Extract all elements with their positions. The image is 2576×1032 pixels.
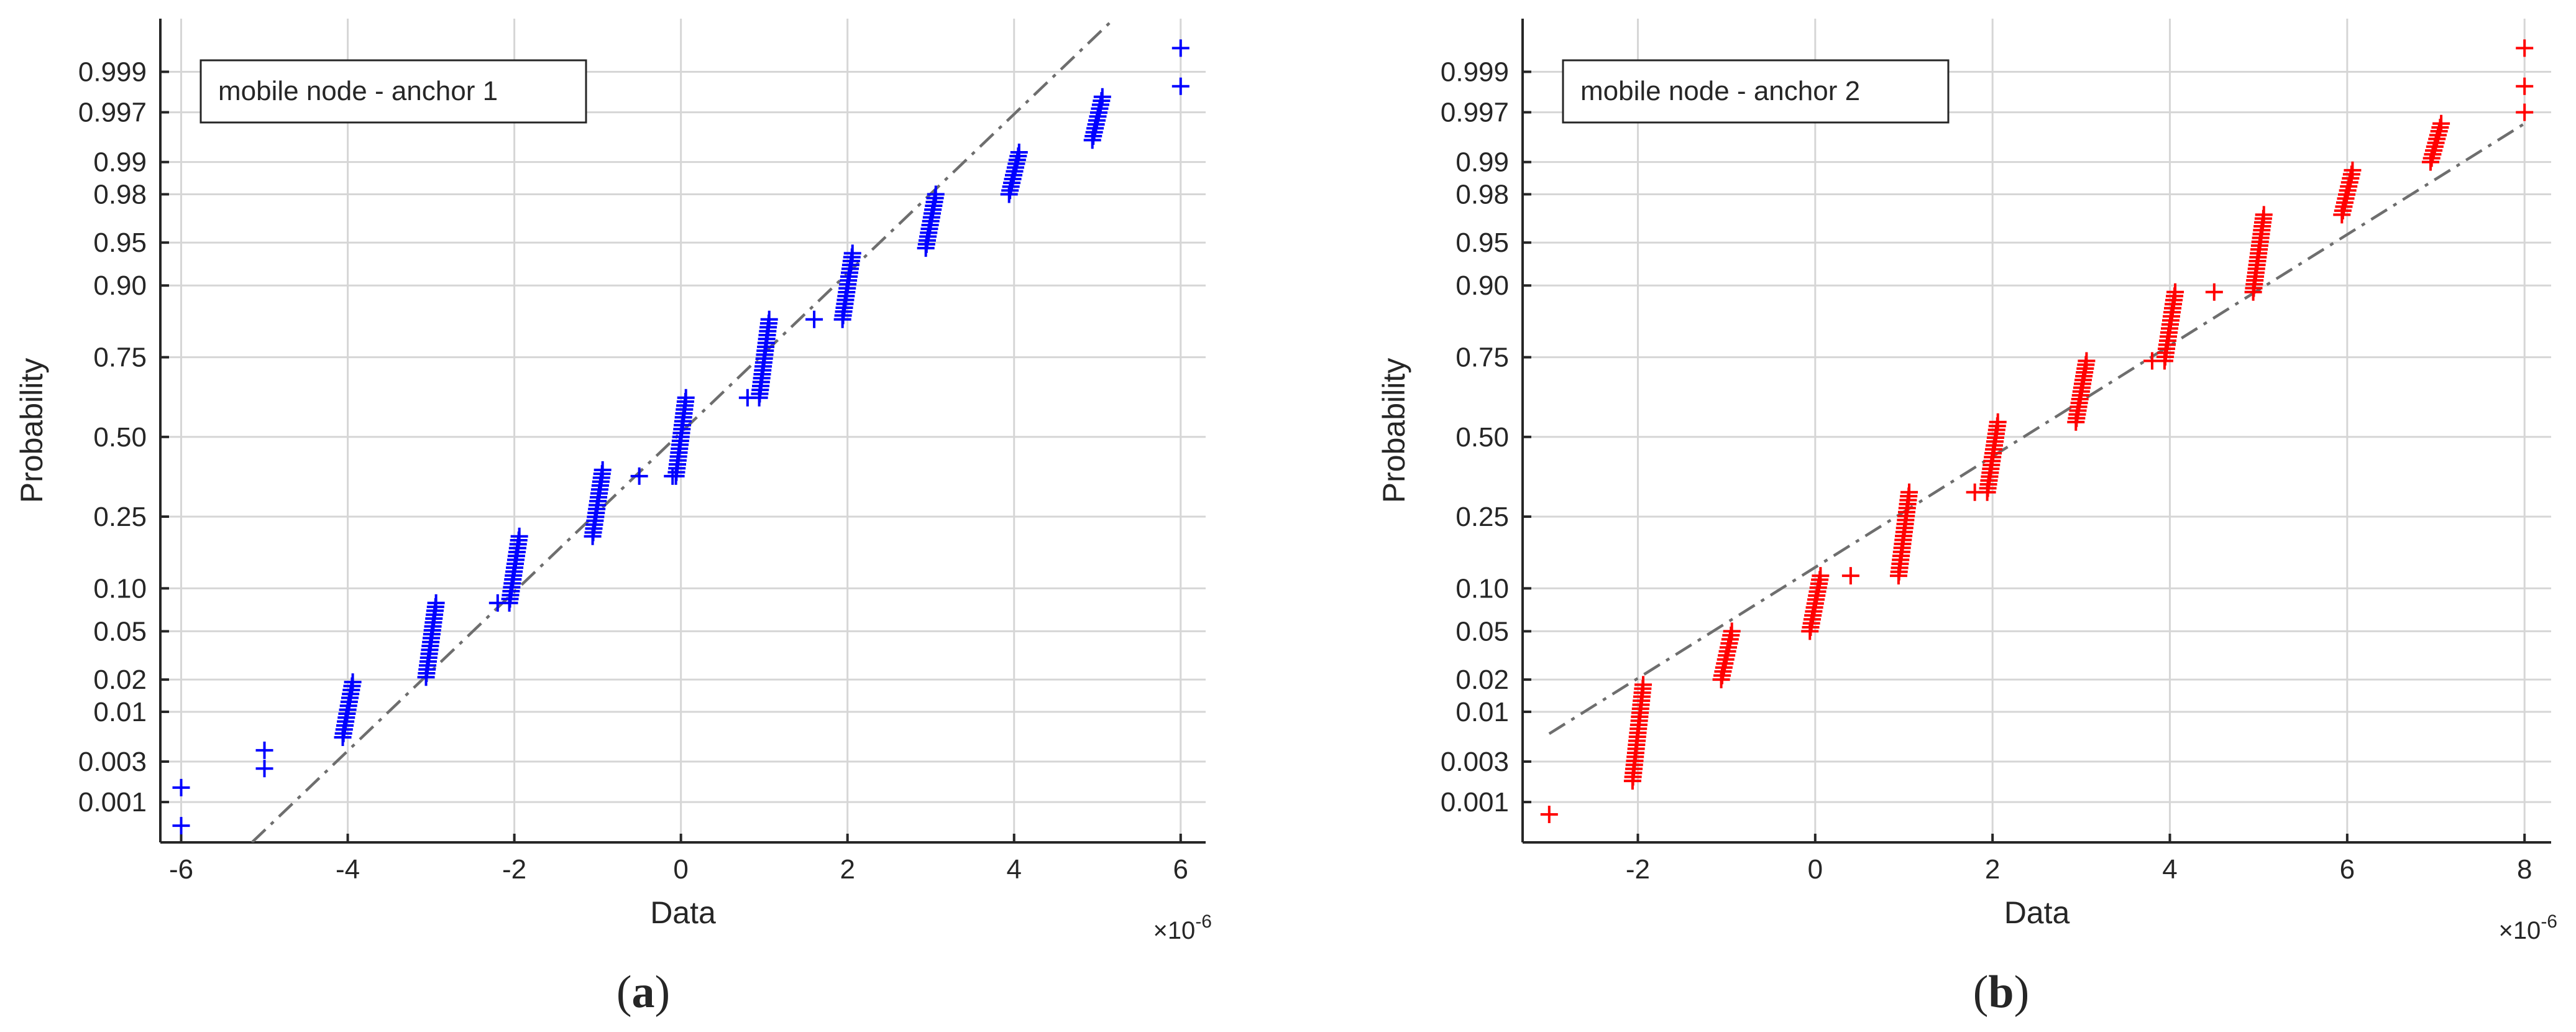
data-point bbox=[1171, 77, 1189, 95]
data-point bbox=[172, 778, 190, 796]
data-point bbox=[2516, 103, 2534, 121]
y-axis-label: Probability bbox=[14, 358, 49, 503]
legend-box bbox=[199, 59, 587, 124]
y-tick-label: 0.99 bbox=[93, 147, 147, 178]
panel-a: -6 -4 -2 0 2 4 6 0.001 0.003 0.010.02 0.05 0.10 0.25… bbox=[14, 19, 1212, 1018]
y-tick-label: 0.95 bbox=[93, 228, 147, 258]
data-point bbox=[255, 741, 273, 759]
data-point bbox=[630, 467, 648, 485]
x-tick-label: -6 bbox=[169, 854, 193, 885]
y-tick-label: 0.10 bbox=[93, 573, 147, 604]
y-tick-label: 0.003 bbox=[1441, 747, 1509, 777]
data-point bbox=[1723, 622, 1741, 640]
y-tick-label: 0.02 bbox=[93, 665, 147, 695]
y-tick-label: 0.001 bbox=[1441, 787, 1509, 818]
data-point bbox=[927, 185, 945, 203]
data-point bbox=[677, 389, 695, 407]
y-tick-label: 0.75 bbox=[1455, 343, 1509, 373]
data-point bbox=[427, 594, 445, 612]
data-point bbox=[2516, 39, 2534, 57]
y-tick-label: 0.01 bbox=[93, 697, 147, 727]
y-tick-label: 0.25 bbox=[1455, 502, 1509, 532]
data-point bbox=[1093, 88, 1111, 106]
x-tick-label: -2 bbox=[502, 854, 526, 885]
data-point bbox=[1812, 567, 1830, 585]
x-tick-label: 2 bbox=[840, 854, 855, 885]
x-exponent-label: ×10-6 bbox=[1153, 911, 1212, 944]
y-tick-label: 0.999 bbox=[78, 57, 147, 87]
panel-caption: (a) bbox=[616, 967, 670, 1018]
x-tick-label: 6 bbox=[2340, 854, 2355, 885]
panel-b: -2 0 2 4 6 8 0.001 0.003 0.010.02 0.05 0.10 0.25 0.5… bbox=[1377, 19, 2557, 1018]
y-tick-label: 0.997 bbox=[1441, 98, 1509, 128]
data-point bbox=[1989, 413, 2007, 431]
y-tick-label: 0.95 bbox=[1455, 228, 1509, 258]
data-point bbox=[2078, 352, 2096, 370]
panel-caption: (b) bbox=[1973, 967, 2029, 1018]
data-point bbox=[510, 527, 528, 545]
data-point bbox=[1171, 39, 1189, 57]
data-point bbox=[760, 310, 778, 328]
data-point bbox=[172, 817, 190, 835]
y-tick-label: 0.50 bbox=[93, 422, 147, 453]
reference-line bbox=[1548, 122, 2526, 735]
data-point bbox=[2432, 114, 2450, 132]
y-tick-label: 0.90 bbox=[93, 270, 147, 301]
y-tick-label: 0.003 bbox=[78, 747, 147, 777]
legend-box bbox=[1562, 59, 1950, 124]
y-tick-label: 0.98 bbox=[1455, 179, 1509, 210]
data-point bbox=[2516, 77, 2534, 95]
y-tick-label: 0.01 bbox=[1455, 697, 1509, 727]
data-point bbox=[1634, 676, 1652, 694]
x-tick-label: -4 bbox=[336, 854, 360, 885]
y-tick-label: 0.997 bbox=[78, 98, 147, 128]
x-tick-label: 0 bbox=[1808, 854, 1823, 885]
data-point bbox=[255, 760, 273, 778]
y-axis-label: Probability bbox=[1377, 358, 1411, 503]
x-tick-label: 6 bbox=[1173, 854, 1188, 885]
legend-text: mobile node - anchor 1 bbox=[218, 76, 498, 106]
x-tick-label: 0 bbox=[673, 854, 688, 885]
y-tick-label: 0.999 bbox=[1441, 57, 1509, 87]
x-tick-label: 2 bbox=[1985, 854, 2000, 885]
y-tick-label: 0.75 bbox=[93, 343, 147, 373]
data-point bbox=[2166, 283, 2184, 301]
x-exponent-label: ×10-6 bbox=[2498, 911, 2557, 944]
x-tick-label: 4 bbox=[2162, 854, 2177, 885]
x-axis-label: Data bbox=[2004, 895, 2070, 930]
y-tick-label: 0.99 bbox=[1455, 147, 1509, 178]
y-tick-label: 0.02 bbox=[1455, 665, 1509, 695]
data-point bbox=[2205, 283, 2223, 301]
data-point bbox=[1841, 567, 1859, 585]
data-point bbox=[2255, 206, 2273, 224]
x-axis-label: Data bbox=[650, 895, 716, 930]
y-tick-label: 0.10 bbox=[1455, 573, 1509, 604]
y-tick-label: 0.25 bbox=[93, 502, 147, 532]
y-tick-label: 0.05 bbox=[93, 616, 147, 647]
data-point bbox=[344, 673, 362, 691]
x-tick-label: -2 bbox=[1626, 854, 1650, 885]
data-point bbox=[594, 461, 612, 479]
reference-line bbox=[250, 19, 1116, 842]
x-tick-label: 4 bbox=[1007, 854, 1022, 885]
y-tick-label: 0.90 bbox=[1455, 270, 1509, 301]
y-tick-label: 0.98 bbox=[93, 179, 147, 210]
y-tick-label: 0.05 bbox=[1455, 616, 1509, 647]
legend-text: mobile node - anchor 2 bbox=[1580, 76, 1860, 106]
x-tick-label: 8 bbox=[2517, 854, 2532, 885]
y-tick-label: 0.50 bbox=[1455, 422, 1509, 453]
data-point bbox=[1540, 805, 1558, 823]
data-point bbox=[805, 310, 823, 328]
data-point bbox=[843, 244, 861, 262]
data-point bbox=[2344, 161, 2362, 179]
data-point bbox=[1900, 483, 1918, 501]
y-tick-label: 0.001 bbox=[78, 787, 147, 818]
data-point bbox=[1010, 143, 1028, 161]
